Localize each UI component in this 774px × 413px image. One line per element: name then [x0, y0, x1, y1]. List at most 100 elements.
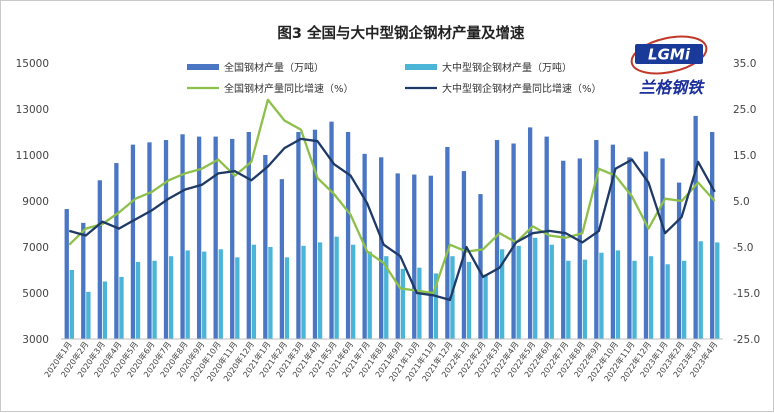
line-large-medium-growth	[68, 137, 716, 302]
bar-large-medium	[334, 236, 339, 339]
bar-large-medium	[367, 251, 372, 339]
bar-large-medium	[202, 251, 207, 339]
right-tick-label: 5.0	[733, 196, 750, 208]
bar-large-medium	[417, 267, 422, 339]
legend-label: 全国钢材产量同比增速（%）	[224, 82, 354, 95]
right-tick-label: -25.0	[733, 334, 760, 346]
legend: 全国钢材产量（万吨） 大中型钢企钢材产量（万吨） 全国钢材产量同比增速（%） 大中型钢…	[187, 61, 602, 95]
bar-large-medium	[698, 241, 703, 339]
bar-national	[527, 127, 533, 340]
bar-national	[246, 132, 251, 339]
right-tick-label: 35.0	[733, 58, 756, 70]
bar-national	[577, 158, 582, 339]
bar-large-medium	[499, 249, 505, 339]
bar-large-medium	[218, 249, 223, 339]
bar-national	[130, 144, 136, 339]
bar-large-medium	[516, 245, 521, 339]
bar-large-medium	[599, 252, 604, 339]
bar-large-medium	[400, 268, 405, 339]
legend-swatch	[187, 64, 219, 70]
bar-large-medium	[466, 261, 472, 339]
bar-large-medium	[251, 244, 257, 339]
x-axis: 2020年1月2020年2月2020年3月2020年4月2020年5月2020年…	[42, 338, 723, 383]
bar-large-medium	[483, 274, 488, 339]
legend-label: 大中型钢企钢材产量同比增速（%）	[442, 82, 602, 95]
bar-large-medium	[566, 260, 571, 339]
bar-large-medium	[69, 270, 74, 339]
bar-national	[610, 144, 616, 339]
legend-swatch	[405, 64, 437, 70]
bar-large-medium	[450, 256, 455, 339]
bar-large-medium	[351, 244, 356, 339]
lgmi-logo: LGMi 兰格钢铁	[630, 35, 708, 97]
bar-large-medium	[284, 257, 290, 339]
left-tick-label: 9000	[22, 196, 49, 208]
bar-large-medium	[152, 260, 157, 339]
bar-large-medium	[301, 245, 306, 339]
bar-national	[114, 163, 119, 339]
bar-national	[329, 121, 334, 340]
bar-national	[230, 138, 235, 339]
bar-national	[279, 179, 285, 339]
bar-national	[379, 157, 384, 339]
bar-national	[163, 140, 169, 339]
bar-large-medium	[715, 242, 720, 339]
bar-large-medium	[384, 256, 389, 339]
bar-national	[494, 140, 500, 339]
bar-national	[445, 146, 450, 339]
bar-large-medium	[433, 273, 439, 339]
bar-large-medium	[185, 250, 190, 339]
bar-national	[561, 160, 566, 339]
bar-large-medium	[235, 257, 240, 339]
right-tick-label: 25.0	[733, 104, 756, 116]
right-axis: -25.0 -15.0 -5.0 5.0 15.0 25.0 35.0	[733, 58, 760, 346]
bar-large-medium	[533, 237, 538, 339]
line-national-growth	[68, 98, 716, 295]
bar-large-medium	[135, 261, 141, 339]
bars	[64, 115, 720, 340]
bar-large-medium	[549, 244, 554, 339]
bar-national	[296, 132, 301, 339]
bar-national	[412, 174, 417, 339]
legend-label: 全国钢材产量（万吨）	[224, 61, 324, 74]
bar-national	[97, 180, 102, 339]
left-axis: 3000 5000 7000 9000 11000 13000 15000	[16, 58, 49, 346]
left-tick-label: 13000	[16, 104, 49, 116]
bar-national	[544, 136, 549, 339]
bar-national	[676, 182, 682, 339]
left-tick-label: 3000	[22, 334, 49, 346]
bar-national	[428, 175, 433, 339]
bar-national	[196, 136, 202, 339]
bar-national	[693, 115, 698, 340]
bar-large-medium	[86, 291, 91, 339]
right-tick-label: 15.0	[733, 150, 756, 162]
bar-national	[312, 129, 318, 339]
bar-national	[594, 140, 599, 339]
bar-large-medium	[665, 264, 670, 339]
bar-large-medium	[648, 256, 654, 339]
bar-large-medium	[119, 276, 124, 339]
bar-national	[395, 173, 400, 339]
left-tick-label: 15000	[16, 58, 49, 70]
logo-subtitle: 兰格钢铁	[639, 78, 705, 97]
bar-large-medium	[168, 256, 174, 339]
bar-large-medium	[632, 260, 637, 339]
left-tick-label: 11000	[16, 150, 49, 162]
bar-large-medium	[268, 247, 273, 339]
legend-label: 大中型钢企钢材产量（万吨）	[442, 61, 572, 74]
bar-large-medium	[102, 281, 108, 339]
lines	[68, 98, 716, 302]
bar-national	[627, 157, 632, 339]
bar-national	[81, 222, 86, 339]
chart-title: 图3 全国与大中型钢企钢材产量及增速	[277, 24, 525, 42]
bar-national	[64, 209, 69, 339]
bar-national	[147, 142, 152, 339]
logo-text: LGMi	[648, 46, 691, 64]
bar-national	[263, 155, 268, 339]
bar-large-medium	[682, 260, 687, 339]
bar-national	[180, 134, 185, 339]
right-tick-label: -15.0	[733, 288, 760, 300]
left-tick-label: 5000	[22, 288, 49, 300]
